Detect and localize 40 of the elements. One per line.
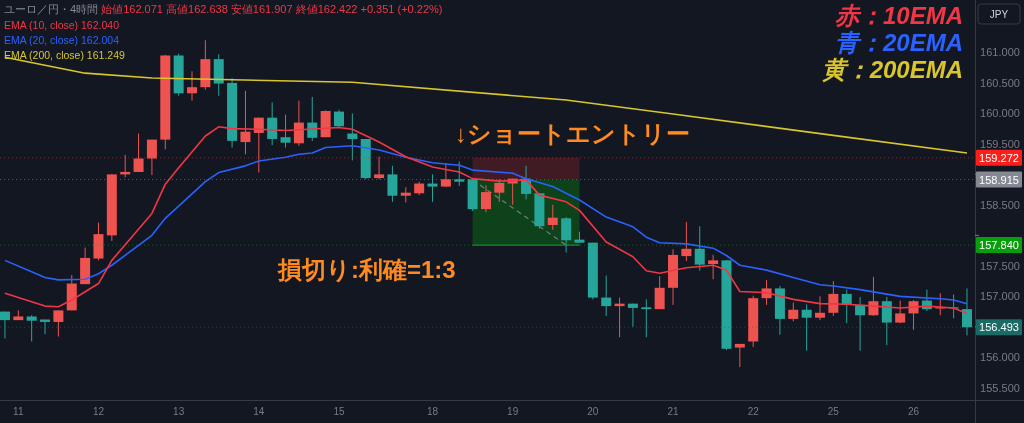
ref-line-label: 156.493 [979, 321, 1019, 334]
text: 青：20EMA [834, 29, 963, 56]
y-tick-label: 155.500 [980, 381, 1020, 394]
annotation: +0.351 (+0.22%) [360, 3, 443, 15]
text: 黄：200EMA [821, 56, 963, 83]
x-tick-label: 11 [13, 406, 24, 417]
y-tick-label: 157.500 [980, 259, 1020, 272]
ref-line-label: 159.272 [979, 151, 1019, 164]
annotation: EMA (200, close) 161.249 [4, 49, 125, 61]
annotation: 安値161.907 [230, 3, 296, 15]
annotation: ↓ショートエントリー [455, 120, 690, 147]
ref-line-label: 157.840 [979, 239, 1019, 252]
y-tick-label: 160.500 [980, 76, 1020, 89]
text: 赤：10EMA [834, 2, 963, 29]
x-tick-label: 14 [253, 406, 265, 417]
annotation: 高値162.638 [166, 3, 231, 15]
x-tick-label: 13 [173, 406, 185, 417]
y-tick-label: 160.000 [980, 107, 1020, 120]
annotation: EMA (20, close) 162.004 [4, 34, 120, 46]
text: JPY [989, 9, 1009, 20]
x-tick-label: 19 [507, 406, 519, 417]
chart-title: ユーロ／円・4時間 [4, 3, 102, 15]
x-tick-label: 22 [747, 406, 760, 417]
annotation: 終値162.422 [294, 3, 361, 15]
x-tick-label: 26 [907, 406, 920, 417]
x-tick-label: 25 [827, 406, 840, 417]
x-tick-label: 20 [587, 406, 599, 417]
y-tick-label: 157.000 [980, 290, 1020, 303]
x-tick-label: 15 [333, 406, 345, 417]
y-tick-label: 156.000 [980, 351, 1020, 364]
annotation: EMA (10, close) 162.040 [4, 19, 120, 31]
annotation: 始値162.071 [101, 3, 167, 15]
x-tick-label: 12 [92, 406, 105, 417]
x-tick-label: 18 [426, 406, 439, 417]
ref-line-label: 158.915 [979, 173, 1019, 186]
x-tick-label: 21 [667, 406, 680, 417]
y-tick-label: 159.500 [980, 137, 1020, 150]
y-tick-label: 161.000 [980, 46, 1020, 59]
annotation: 損切り:利確=1:3 [277, 256, 456, 283]
y-tick-label: 158.500 [980, 198, 1020, 211]
